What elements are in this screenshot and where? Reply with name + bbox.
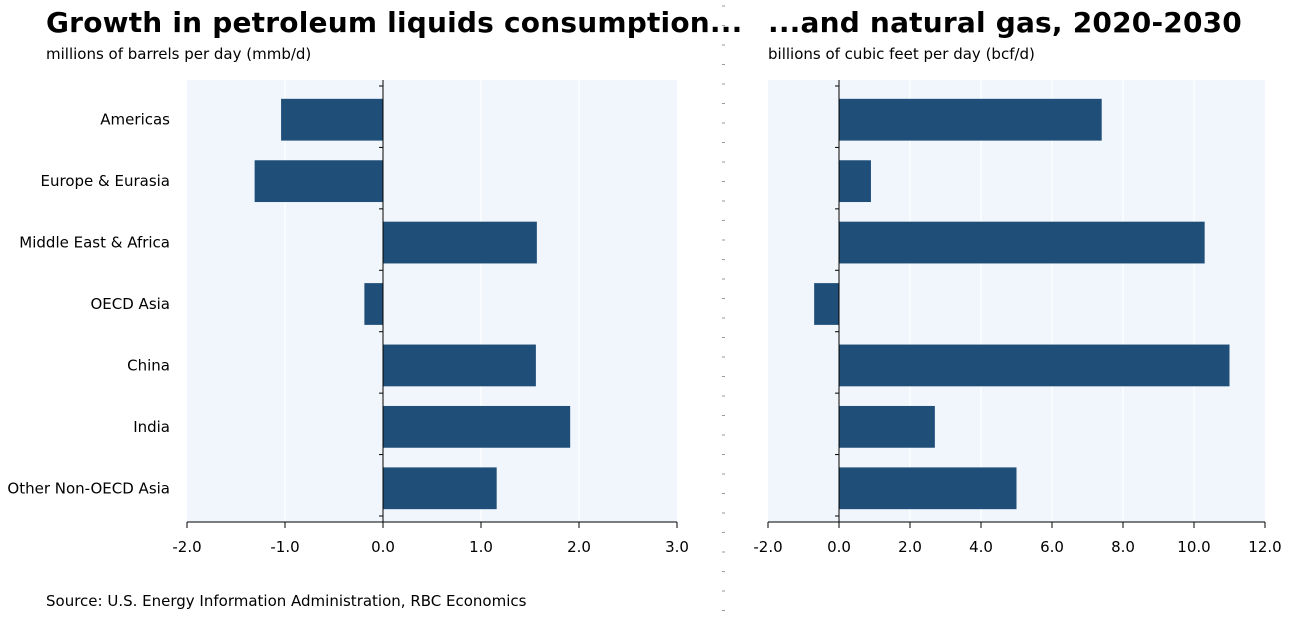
left-bar-china	[383, 344, 536, 387]
right-x-tick-label: 4.0	[969, 538, 993, 556]
right-x-tick-label: 6.0	[1040, 538, 1064, 556]
right-bar-china	[839, 344, 1230, 387]
left-bar-india	[383, 405, 571, 448]
left-bar-americas	[281, 98, 383, 141]
right-plot-area	[768, 80, 1265, 522]
category-label: China	[127, 356, 170, 374]
category-label: Americas	[100, 111, 170, 129]
right-bar-other-non-oecd-asia	[839, 467, 1017, 510]
source-note: Source: U.S. Energy Information Administ…	[46, 592, 527, 610]
category-label: India	[133, 418, 170, 436]
left-x-tick-label: -1.0	[270, 538, 299, 556]
right-x-tick-label: 12.0	[1248, 538, 1281, 556]
left-chart-subtitle: millions of barrels per day (mmb/d)	[46, 45, 312, 63]
left-x-tick-label: 1.0	[469, 538, 493, 556]
left-x-tick-label: 3.0	[665, 538, 689, 556]
category-label: Europe & Eurasia	[41, 172, 171, 190]
right-chart-subtitle: billions of cubic feet per day (bcf/d)	[768, 45, 1035, 63]
left-bar-other-non-oecd-asia	[383, 467, 497, 510]
right-x-tick-label: 8.0	[1111, 538, 1135, 556]
left-bar-middle-east-africa	[383, 221, 537, 264]
right-x-tick-label: 0.0	[827, 538, 851, 556]
right-bar-europe-eurasia	[839, 160, 871, 203]
left-bar-europe-eurasia	[254, 160, 383, 203]
right-bar-middle-east-africa	[839, 221, 1205, 264]
right-bar-americas	[839, 98, 1102, 141]
right-bar-india	[839, 405, 935, 448]
right-x-tick-label: 10.0	[1177, 538, 1210, 556]
left-bar-oecd-asia	[364, 283, 383, 325]
category-label: OECD Asia	[90, 295, 170, 313]
left-x-tick-label: 2.0	[567, 538, 591, 556]
left-x-tick-label: 0.0	[371, 538, 395, 556]
left-plot-area	[187, 80, 677, 522]
right-bar-oecd-asia	[814, 283, 839, 325]
right-x-tick-label: -2.0	[753, 538, 782, 556]
left-x-tick-label: -2.0	[172, 538, 201, 556]
category-label: Middle East & Africa	[19, 234, 170, 252]
right-chart-title: ...and natural gas, 2020-2030	[768, 6, 1242, 39]
right-x-tick-label: 2.0	[898, 538, 922, 556]
category-label: Other Non-OECD Asia	[7, 479, 170, 497]
left-chart-title: Growth in petroleum liquids consumption.…	[46, 6, 743, 39]
